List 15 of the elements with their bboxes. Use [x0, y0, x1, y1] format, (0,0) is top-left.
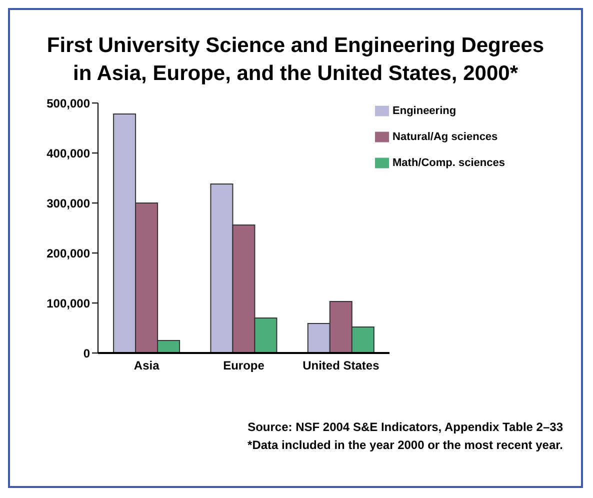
- y-tick-label: 400,000: [46, 146, 90, 160]
- legend-label: Math/Comp. sciences: [392, 157, 505, 169]
- x-tick-label: Asia: [134, 358, 160, 373]
- x-tick-label: United States: [302, 358, 380, 373]
- y-tick-label: 300,000: [46, 196, 90, 210]
- text: *Data included in the year 2000 or the most recent year.: [246, 437, 563, 454]
- legend-label: Engineering: [392, 105, 456, 117]
- y-tick-label: 100,000: [46, 296, 90, 310]
- x-tick-label: Europe: [223, 358, 265, 373]
- source-note: Source: NSF 2004 S&E Indicators, Appendix Table 2–33: [246, 419, 563, 436]
- chart-title: First University Science and Engineering Degrees in Asia, Europe, and the United States, 2000*: [46, 33, 546, 87]
- y-tick-label: 200,000: [46, 246, 90, 260]
- y-tick-label: 500,000: [46, 96, 90, 110]
- y-tick-label: 0: [83, 346, 90, 360]
- legend-label: Natural/Ag sciences: [392, 131, 498, 143]
